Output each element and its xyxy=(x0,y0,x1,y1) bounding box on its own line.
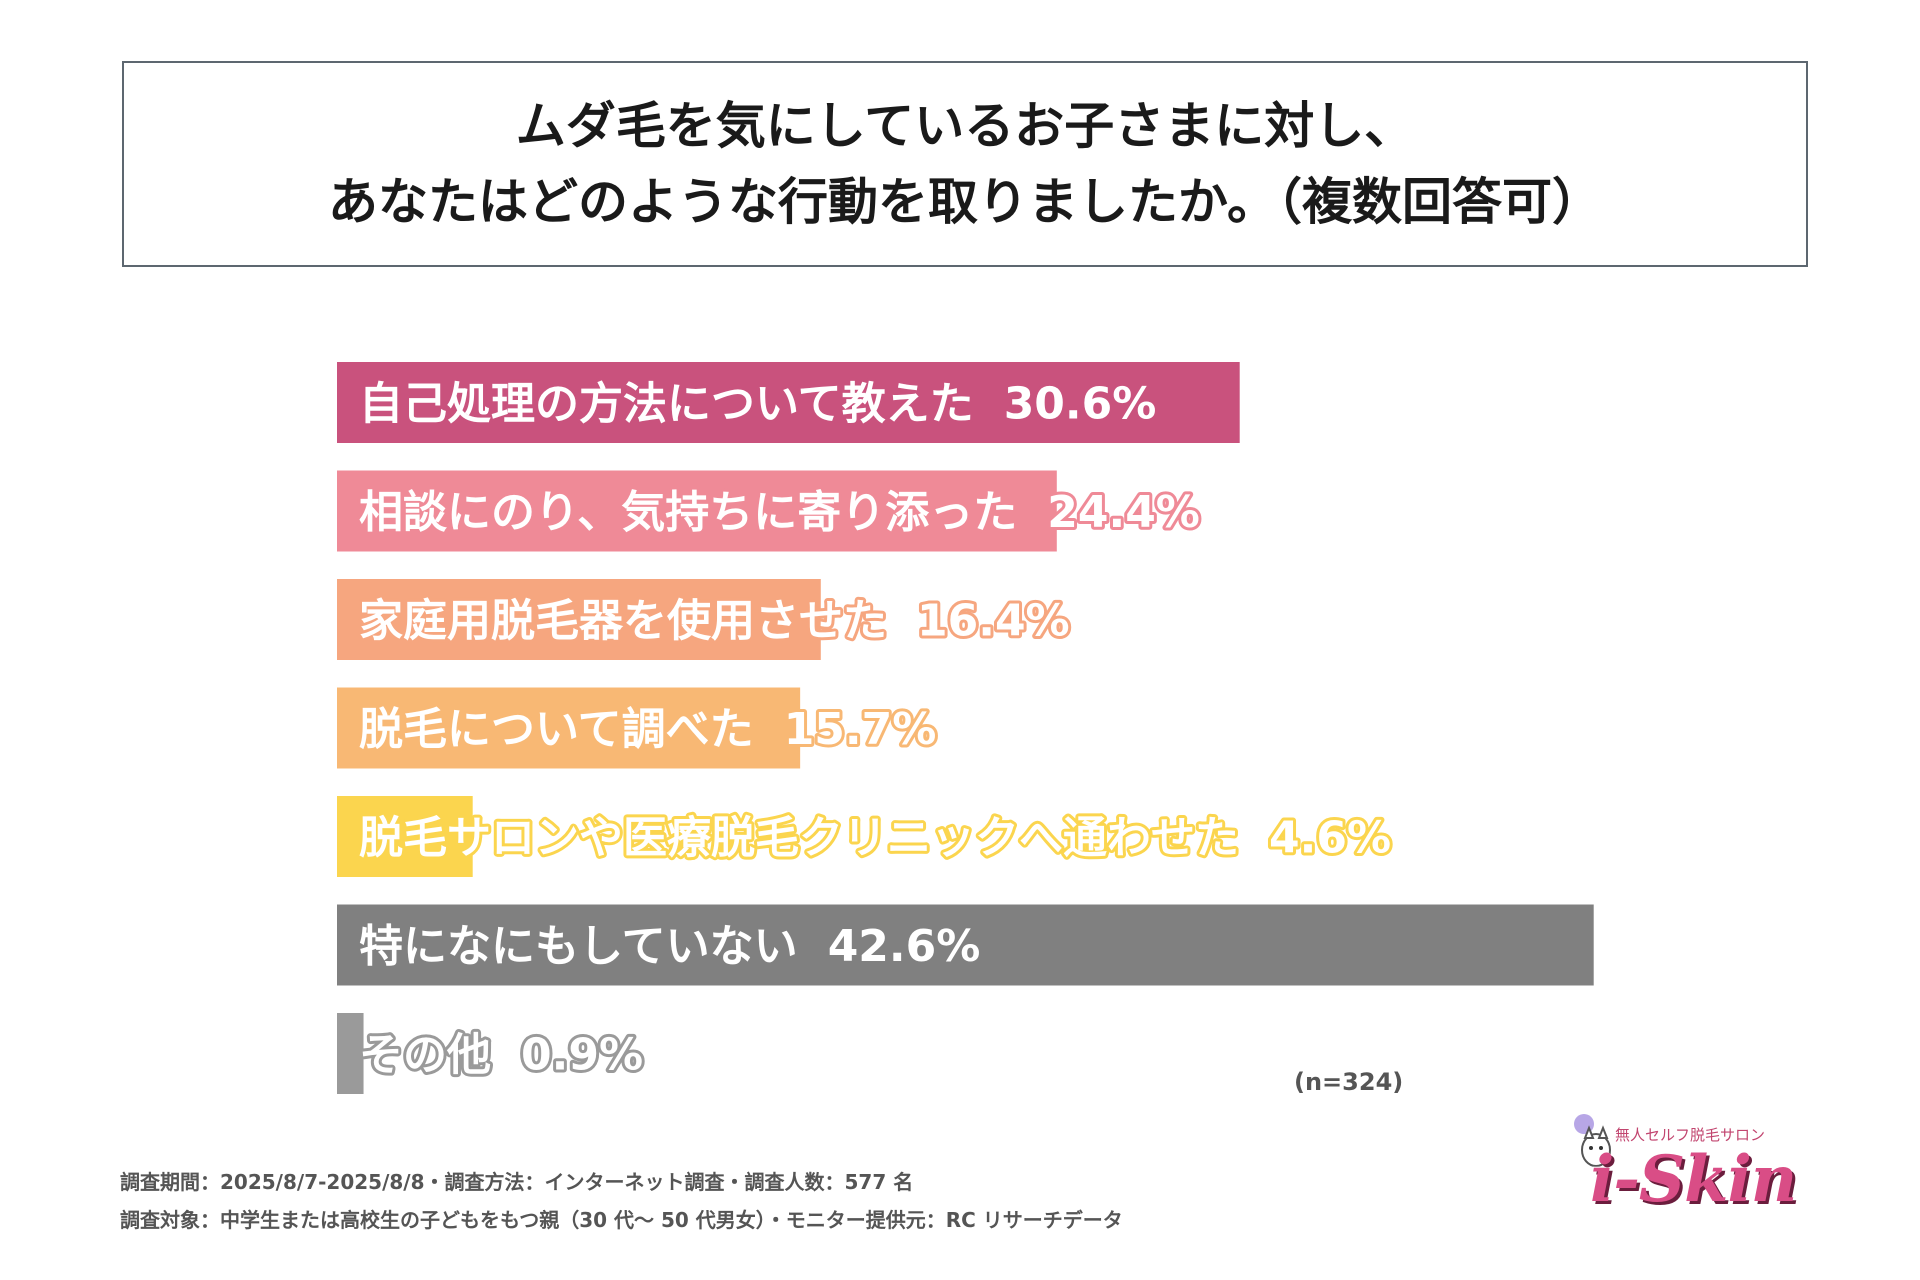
bar-4 xyxy=(337,796,473,877)
survey-target-note: 調査対象：中学生または高校生の子どもをもつ親（30 代～ 50 代男女）・モニタ… xyxy=(120,1208,1123,1232)
value-label-4: 4.6% xyxy=(1269,813,1391,864)
bar-5 xyxy=(337,904,1594,986)
value-label-3: 15.7% xyxy=(784,704,937,755)
category-label-2: 家庭用脱毛器を使用させた xyxy=(359,596,887,647)
value-label-5: 42.6% xyxy=(828,921,981,972)
bar-0 xyxy=(337,362,1240,443)
bar-label-6: その他 0.9% xyxy=(359,1030,643,1081)
chart-title-line-1: ムダ毛を気にしているお子さまに対し、 xyxy=(515,97,1415,155)
category-label-3: 脱毛について調べた xyxy=(359,704,754,755)
value-label-0: 30.6% xyxy=(1004,379,1157,430)
logo-wordmark: i-Skin xyxy=(1590,1142,1797,1217)
value-label-1: 24.4% xyxy=(1047,487,1200,538)
bar-label-4: 脱毛サロンや医療脱毛クリニックへ通わせた 4.6% xyxy=(359,813,1391,864)
bar-label-5: 特になにもしていない 42.6% xyxy=(359,921,980,972)
category-label-1: 相談にのり、気持ちに寄り添った xyxy=(359,487,1017,538)
cat-mascot-icon xyxy=(1574,1114,1611,1167)
bar-1 xyxy=(337,470,1057,552)
chart-title-line-2: あなたはどのような行動を取りましたか。（複数回答可） xyxy=(328,173,1602,231)
category-label-5: 特になにもしていない xyxy=(359,921,798,972)
value-label-2: 16.4% xyxy=(917,596,1070,647)
bar-label-0: 自己処理の方法について教えた 30.6% xyxy=(359,379,1156,430)
value-label-6: 0.9% xyxy=(521,1030,643,1081)
bar-3 xyxy=(337,687,801,769)
category-label-6: その他 xyxy=(359,1030,491,1081)
bar-2 xyxy=(337,579,821,660)
bar-label-2: 家庭用脱毛器を使用させた 16.4% xyxy=(359,596,1070,647)
sample-size-note: (n=324) xyxy=(1294,1068,1404,1096)
logo-tagline: 無人セルフ脱毛サロン xyxy=(1615,1126,1766,1144)
category-label-4: 脱毛サロンや医療脱毛クリニックへ通わせた xyxy=(359,813,1239,864)
bar-label-3: 脱毛について調べた 15.7% xyxy=(359,704,936,755)
brand-logo: 無人セルフ脱毛サロン i-Skin xyxy=(1560,1100,1800,1230)
bar-label-1: 相談にのり、気持ちに寄り添った 24.4% xyxy=(359,487,1200,538)
chart-title-box: ムダ毛を気にしているお子さまに対し、 あなたはどのような行動を取りましたか。（複… xyxy=(122,61,1808,267)
category-label-0: 自己処理の方法について教えた xyxy=(359,379,974,430)
survey-period-note: 調査期間：2025/8/7-2025/8/8・調査方法：インターネット調査・調査… xyxy=(120,1170,914,1194)
bar-6 xyxy=(337,1013,364,1094)
